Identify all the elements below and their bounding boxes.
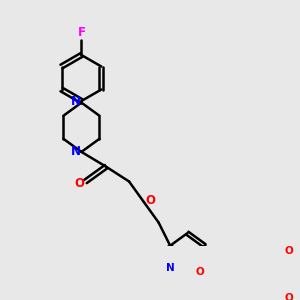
Text: N: N bbox=[166, 262, 175, 272]
Text: O: O bbox=[285, 246, 294, 256]
Text: O: O bbox=[285, 293, 294, 300]
Text: N: N bbox=[71, 95, 81, 108]
Text: O: O bbox=[195, 267, 204, 278]
Text: F: F bbox=[77, 26, 86, 39]
Text: O: O bbox=[75, 177, 85, 190]
Text: O: O bbox=[146, 194, 155, 207]
Text: N: N bbox=[71, 145, 81, 158]
